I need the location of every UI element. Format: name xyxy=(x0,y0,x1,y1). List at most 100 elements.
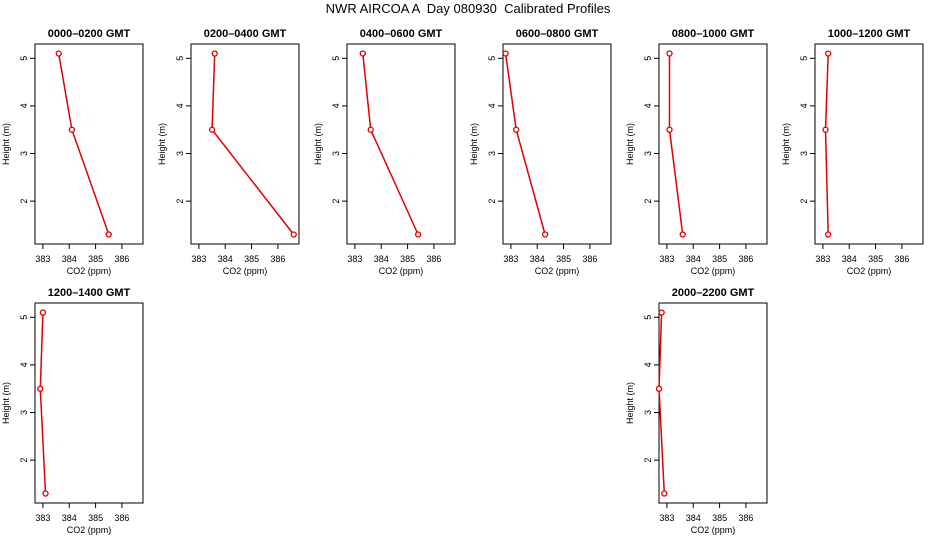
y-tick-label: 4 xyxy=(643,103,653,108)
y-axis-label: Height (m) xyxy=(1,123,11,165)
plot-frame xyxy=(34,43,144,245)
y-tick-label: 3 xyxy=(799,151,809,156)
x-tick-label: 383 xyxy=(659,254,674,264)
y-tick-label: 4 xyxy=(19,103,29,108)
y-tick-label: 4 xyxy=(487,103,497,108)
data-point xyxy=(825,50,832,57)
y-tick-label: 5 xyxy=(331,56,341,61)
x-tick-label: 385 xyxy=(88,513,103,523)
data-point xyxy=(105,231,112,238)
series-line xyxy=(39,312,47,494)
y-tick-label: 5 xyxy=(799,56,809,61)
x-tick-label: 385 xyxy=(712,513,727,523)
series-line xyxy=(658,312,666,494)
y-axis-label: Height (m) xyxy=(1,382,11,424)
y-axis-label: Height (m) xyxy=(469,123,479,165)
y-tick-label: 2 xyxy=(19,199,29,204)
x-axis-label: CO2 (ppm) xyxy=(67,525,112,535)
data-point xyxy=(658,309,665,316)
plot-frame xyxy=(658,43,768,245)
y-tick-label: 2 xyxy=(331,199,341,204)
y-tick-label: 2 xyxy=(799,199,809,204)
panel-title: 0600–0800 GMT xyxy=(516,28,599,40)
y-tick-label: 4 xyxy=(19,362,29,367)
x-axis-label: CO2 (ppm) xyxy=(691,266,736,276)
y-tick-label: 5 xyxy=(487,56,497,61)
chart-panel: 1000–1200 GMT 383 384 385 386 2 3 4 5 CO2 (ppm) He… xyxy=(781,28,924,276)
data-point xyxy=(211,50,218,57)
x-tick-label: 383 xyxy=(35,254,50,264)
y-tick-label: 2 xyxy=(643,199,653,204)
x-tick-label: 386 xyxy=(270,254,285,264)
x-axis-label: CO2 (ppm) xyxy=(67,266,112,276)
data-point xyxy=(414,231,422,238)
x-tick-label: 384 xyxy=(530,254,545,264)
x-axis-label: CO2 (ppm) xyxy=(847,266,892,276)
y-axis-label: Height (m) xyxy=(313,123,323,165)
plot-frame xyxy=(34,302,144,504)
figure-title: NWR AIRCOA A Day 080930 Calibrated Profi… xyxy=(325,1,611,16)
x-tick-label: 386 xyxy=(114,254,129,264)
chart-panel: 2000–2200 GMT 383 384 385 386 2 3 4 5 CO2 (ppm) He… xyxy=(625,287,768,535)
y-axis-label: Height (m) xyxy=(625,123,635,165)
series-line xyxy=(504,53,546,235)
y-tick-label: 5 xyxy=(643,56,653,61)
plot-frame xyxy=(814,43,924,245)
x-tick-label: 386 xyxy=(426,254,441,264)
x-tick-label: 384 xyxy=(686,254,701,264)
x-axis-label: CO2 (ppm) xyxy=(535,266,580,276)
data-point xyxy=(502,50,509,57)
x-tick-label: 386 xyxy=(738,254,753,264)
x-tick-label: 383 xyxy=(191,254,206,264)
data-point xyxy=(367,126,374,133)
x-tick-label: 384 xyxy=(374,254,389,264)
data-point xyxy=(42,490,49,497)
x-tick-label: 385 xyxy=(712,254,727,264)
x-tick-label: 384 xyxy=(62,513,77,523)
panel-title: 0800–1000 GMT xyxy=(672,28,755,40)
data-point xyxy=(679,231,686,238)
data-point xyxy=(208,126,216,133)
series-line xyxy=(57,53,110,235)
x-axis-label: CO2 (ppm) xyxy=(379,266,424,276)
chart-panel: 0200–0400 GMT 383 384 385 386 2 3 4 5 CO2 (ppm) He… xyxy=(157,28,300,276)
x-tick-label: 385 xyxy=(400,254,415,264)
x-tick-label: 383 xyxy=(347,254,362,264)
data-point xyxy=(37,385,44,392)
x-tick-label: 386 xyxy=(114,513,129,523)
data-point xyxy=(666,126,673,133)
plot-frame xyxy=(658,302,768,504)
panel-title: 0400–0600 GMT xyxy=(360,28,443,40)
y-tick-label: 3 xyxy=(175,151,185,156)
data-point xyxy=(655,385,663,392)
chart-panel: 0800–1000 GMT 383 384 385 386 2 3 4 5 CO2 (ppm) He… xyxy=(625,28,768,276)
x-tick-label: 383 xyxy=(503,254,518,264)
x-tick-label: 383 xyxy=(659,513,674,523)
x-tick-label: 386 xyxy=(738,513,753,523)
y-tick-label: 3 xyxy=(19,151,29,156)
data-point xyxy=(513,126,520,133)
series-line xyxy=(362,53,419,235)
data-point xyxy=(39,309,47,316)
x-tick-label: 385 xyxy=(556,254,571,264)
y-tick-label: 4 xyxy=(643,362,653,367)
y-tick-label: 5 xyxy=(643,315,653,320)
x-tick-label: 383 xyxy=(815,254,830,264)
panel-title: 1000–1200 GMT xyxy=(828,28,911,40)
x-tick-label: 385 xyxy=(244,254,259,264)
y-tick-label: 3 xyxy=(643,151,653,156)
plot-frame xyxy=(346,43,456,245)
data-point xyxy=(661,490,668,497)
chart-panel: 0000–0200 GMT 383 384 385 386 2 3 4 5 CO2 (ppm) He… xyxy=(1,28,144,276)
data-point xyxy=(822,126,829,133)
data-point xyxy=(359,50,366,57)
chart-panel: 1200–1400 GMT 383 384 385 386 2 3 4 5 CO2 (ppm) He… xyxy=(1,287,144,535)
y-tick-label: 5 xyxy=(175,56,185,61)
panel-title: 0200–0400 GMT xyxy=(204,28,287,40)
y-tick-label: 4 xyxy=(799,103,809,108)
series-line xyxy=(211,53,295,235)
y-tick-label: 5 xyxy=(19,315,29,320)
x-tick-label: 385 xyxy=(88,254,103,264)
data-point xyxy=(68,126,76,133)
